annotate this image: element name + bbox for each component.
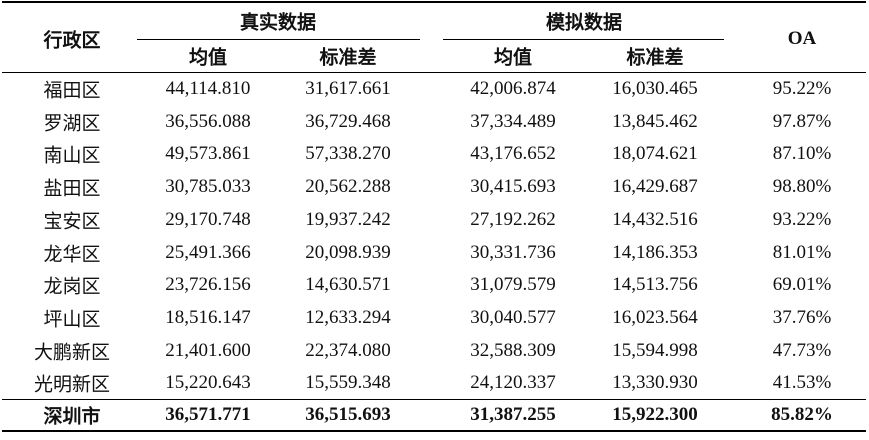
table-cell: 47.73% (772, 339, 832, 361)
header-cell: 行政区 (43, 30, 101, 52)
table-cell: 36,571.771 (165, 404, 251, 425)
table-cell: 36,556.088 (165, 110, 251, 132)
table-cell: 93.22% (772, 208, 832, 230)
header-cell: 标准差 (626, 47, 684, 69)
table-cell: 16,030.465 (612, 78, 698, 99)
table-cell: 福田区 (43, 80, 101, 102)
header-cell: 标准差 (319, 47, 377, 69)
table-cell: 深圳市 (43, 406, 101, 428)
table-cell: 坪山区 (43, 309, 101, 331)
table-cell: 30,040.577 (470, 306, 556, 328)
table-cell: 12,633.294 (305, 306, 391, 328)
table-cell: 罗湖区 (43, 113, 101, 135)
table-cell: 14,432.516 (612, 208, 698, 230)
table-cell: 18,516.147 (165, 306, 251, 328)
table-cell: 30,415.693 (470, 176, 556, 198)
table-cell: 81.01% (772, 241, 832, 263)
table-cell: 87.10% (772, 143, 832, 165)
table-cell: 14,513.756 (612, 274, 698, 296)
table-cell: 36,515.693 (305, 404, 391, 425)
table-cell: 41.53% (772, 372, 832, 394)
table-cell: 42,006.874 (470, 78, 556, 99)
table-cell: 37.76% (772, 306, 832, 328)
table-cell: 25,491.366 (165, 241, 251, 263)
table-cell: 大鹏新区 (33, 342, 111, 364)
table-cell: 13,330.930 (612, 372, 698, 394)
table-cell: 18,074.621 (612, 143, 698, 165)
header-cell: OA (787, 28, 817, 49)
table-cell: 44,114.810 (165, 78, 251, 99)
table-cell: 光明新区 (33, 374, 111, 396)
table-cell: 宝安区 (43, 211, 101, 233)
table-cell: 20,562.288 (305, 176, 391, 198)
table-cell: 43,176.652 (470, 143, 556, 165)
table-cell: 85.82% (771, 404, 833, 425)
table-cell: 21,401.600 (165, 339, 251, 361)
table-cell: 98.80% (772, 176, 832, 198)
table-cell: 龙岗区 (43, 276, 101, 298)
table-cell: 29,170.748 (165, 208, 251, 230)
table-cell: 95.22% (772, 78, 832, 99)
header-rule (2, 72, 866, 73)
table-cell: 30,785.033 (165, 176, 251, 198)
table-cell: 27,192.262 (470, 208, 556, 230)
table-cell: 13,845.462 (612, 110, 698, 132)
table-cell: 龙华区 (43, 244, 101, 265)
table-cell: 15,220.643 (165, 372, 251, 394)
header-cell: 均值 (493, 47, 533, 69)
table-cell: 15,922.300 (612, 404, 698, 425)
table-cell: 23,726.156 (165, 274, 251, 296)
header-cell: 均值 (188, 47, 228, 69)
top-rule (2, 1, 866, 3)
table-cell: 15,594.998 (612, 339, 698, 361)
table-cell: 31,079.579 (470, 274, 556, 296)
table-cell: 20,098.939 (305, 241, 391, 263)
header-cell: 模拟数据 (545, 12, 623, 34)
table-cell: 22,374.080 (305, 339, 391, 361)
table-cell: 14,630.571 (305, 274, 391, 296)
table-cell: 15,559.348 (305, 372, 391, 394)
table-cell: 31,617.661 (305, 78, 391, 99)
header-cell: 真实数据 (239, 12, 317, 34)
table-cell: 19,937.242 (305, 208, 391, 230)
table-cell: 37,334.489 (470, 110, 556, 132)
table-cell: 30,331.736 (470, 241, 556, 263)
table-cell: 57,338.270 (305, 143, 391, 165)
table-cell: 31,387.255 (470, 404, 556, 425)
table-cell: 97.87% (772, 110, 832, 132)
table-cell: 16,429.687 (612, 176, 698, 198)
table-cell: 16,023.564 (612, 306, 698, 328)
table-cell: 14,186.353 (612, 241, 698, 263)
table-cell: 南山区 (43, 145, 101, 167)
group-rule (443, 39, 724, 40)
table-cell: 36,729.468 (305, 110, 391, 132)
table-cell: 32,588.309 (470, 339, 556, 361)
table-cell: 24,120.337 (470, 372, 556, 394)
table-cell: 49,573.861 (165, 143, 251, 165)
total-rule (2, 399, 866, 400)
bottom-rule (2, 430, 866, 432)
table-cell: 盐田区 (43, 178, 101, 200)
group-rule (137, 39, 420, 40)
table-cell: 69.01% (772, 274, 832, 296)
